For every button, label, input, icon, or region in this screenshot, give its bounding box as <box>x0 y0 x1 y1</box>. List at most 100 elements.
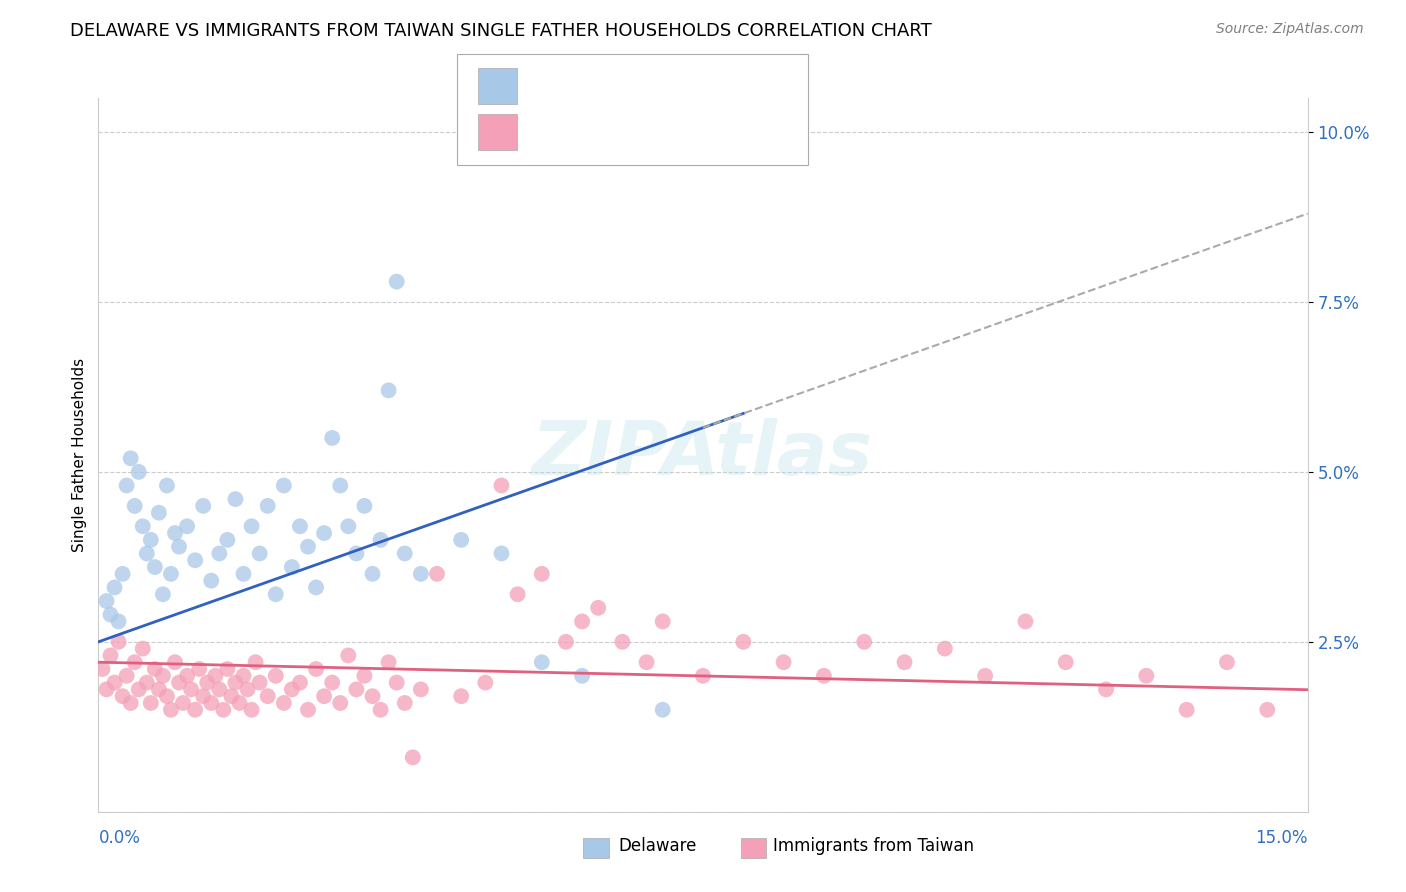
Point <box>217 533 239 547</box>
Point <box>409 682 432 697</box>
Point <box>224 675 246 690</box>
Point <box>111 566 134 581</box>
Point <box>184 553 207 567</box>
Point <box>1175 703 1198 717</box>
Point <box>249 675 271 690</box>
Text: 0.0%: 0.0% <box>98 829 141 847</box>
Point <box>385 275 408 289</box>
Point <box>152 587 174 601</box>
Point <box>329 478 352 492</box>
Point <box>344 546 367 560</box>
Point <box>148 506 170 520</box>
Point <box>143 560 166 574</box>
Point <box>297 540 319 554</box>
Point <box>176 519 198 533</box>
Point <box>281 682 304 697</box>
Point <box>264 669 287 683</box>
Point <box>974 669 997 683</box>
Point <box>156 689 179 703</box>
Point <box>240 703 263 717</box>
Point <box>1256 703 1278 717</box>
Point <box>491 478 513 492</box>
Point <box>176 669 198 683</box>
Point <box>297 703 319 717</box>
Y-axis label: Single Father Households: Single Father Households <box>72 358 87 552</box>
Point <box>107 635 129 649</box>
Point <box>139 533 162 547</box>
Point <box>120 451 142 466</box>
Point <box>139 696 162 710</box>
Point <box>208 682 231 697</box>
Point <box>245 655 267 669</box>
Point <box>281 560 304 574</box>
Point <box>103 675 125 690</box>
Point <box>506 587 529 601</box>
Point <box>204 669 226 683</box>
Point <box>96 682 118 697</box>
Point <box>1054 655 1077 669</box>
Point <box>385 675 408 690</box>
Point <box>288 519 311 533</box>
Point <box>172 696 194 710</box>
Point <box>491 546 513 560</box>
Point <box>409 566 432 581</box>
Point <box>772 655 794 669</box>
Point <box>314 526 336 541</box>
Point <box>394 546 416 560</box>
Point <box>813 669 835 683</box>
Point <box>107 615 129 629</box>
Point <box>636 655 658 669</box>
Point <box>135 675 157 690</box>
Point <box>160 703 183 717</box>
Point <box>152 669 174 683</box>
Point <box>651 703 673 717</box>
Text: Source: ZipAtlas.com: Source: ZipAtlas.com <box>1216 22 1364 37</box>
Point <box>733 635 755 649</box>
Point <box>128 682 150 697</box>
Text: 15.0%: 15.0% <box>1256 829 1308 847</box>
Point <box>224 492 246 507</box>
Point <box>212 703 235 717</box>
Point <box>264 587 287 601</box>
Point <box>256 689 278 703</box>
Point <box>148 682 170 697</box>
Point <box>124 655 146 669</box>
Point <box>450 533 472 547</box>
Point <box>217 662 239 676</box>
Point <box>135 546 157 560</box>
Point <box>240 519 263 533</box>
Point <box>249 546 271 560</box>
Point <box>256 499 278 513</box>
Point <box>124 499 146 513</box>
Point <box>353 669 375 683</box>
Point <box>193 689 215 703</box>
Text: R = -0.068   N = 87: R = -0.068 N = 87 <box>527 114 717 132</box>
Point <box>180 682 202 697</box>
Point <box>361 689 384 703</box>
Point <box>1014 615 1036 629</box>
Point <box>571 615 593 629</box>
Point <box>571 669 593 683</box>
Point <box>156 478 179 492</box>
Point <box>103 581 125 595</box>
Text: R =  0.290   N = 53: R = 0.290 N = 53 <box>527 69 717 87</box>
Point <box>163 655 186 669</box>
Point <box>232 669 254 683</box>
Point <box>651 615 673 629</box>
Point <box>344 682 367 697</box>
Point <box>111 689 134 703</box>
Point <box>337 519 360 533</box>
Point <box>143 662 166 676</box>
Point <box>586 600 609 615</box>
Point <box>426 566 449 581</box>
Point <box>361 566 384 581</box>
Point <box>612 635 634 649</box>
Point <box>337 648 360 663</box>
Point <box>96 594 118 608</box>
Point <box>208 546 231 560</box>
Text: Immigrants from Taiwan: Immigrants from Taiwan <box>773 837 974 855</box>
Point <box>128 465 150 479</box>
Point <box>273 478 295 492</box>
Point <box>232 566 254 581</box>
Point <box>221 689 243 703</box>
